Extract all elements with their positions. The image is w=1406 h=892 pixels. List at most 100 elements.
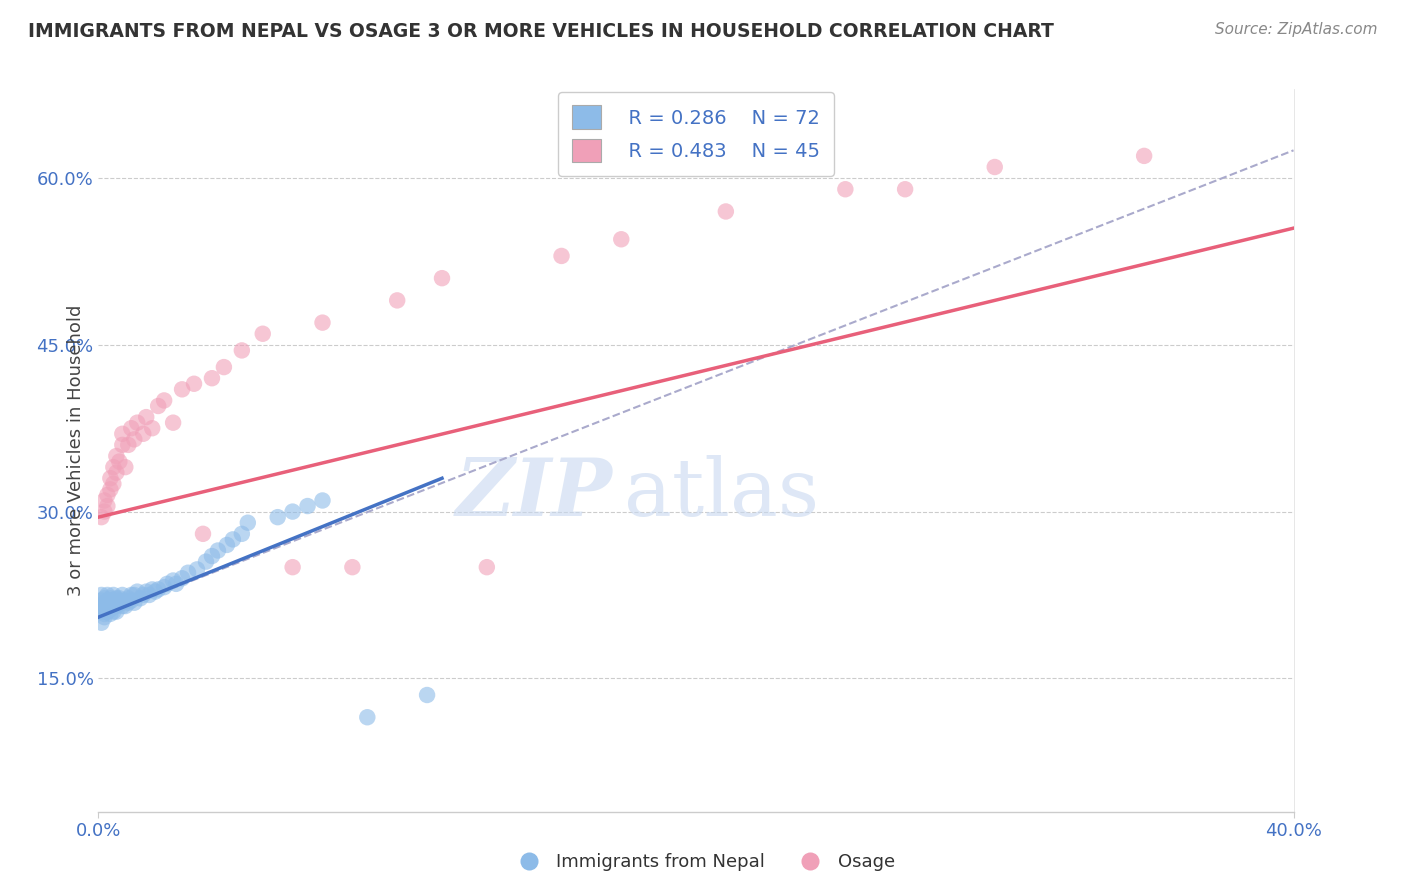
Point	[162, 416, 184, 430]
Point	[103, 593, 125, 607]
Point	[120, 593, 142, 607]
Point	[281, 560, 304, 574]
Point	[103, 599, 125, 613]
Text: Source: ZipAtlas.com: Source: ZipAtlas.com	[1215, 22, 1378, 37]
Point	[120, 588, 142, 602]
Point	[120, 421, 142, 435]
Point	[105, 591, 128, 606]
Point	[93, 596, 115, 610]
Point	[162, 574, 184, 588]
Point	[195, 555, 218, 569]
Point	[103, 476, 125, 491]
Point	[342, 560, 364, 574]
Point	[124, 588, 146, 602]
Point	[105, 596, 128, 610]
Point	[105, 605, 128, 619]
Point	[111, 588, 134, 602]
Point	[714, 204, 737, 219]
Point	[90, 599, 112, 613]
Point	[124, 596, 146, 610]
Point	[96, 605, 118, 619]
Point	[93, 610, 115, 624]
Point	[172, 571, 194, 585]
Point	[93, 607, 115, 621]
Point	[610, 232, 633, 246]
Point	[90, 605, 112, 619]
Point	[252, 326, 274, 341]
Point	[96, 596, 118, 610]
Point	[117, 438, 139, 452]
Point	[98, 591, 122, 606]
Point	[135, 584, 157, 599]
Point	[311, 493, 333, 508]
Point	[267, 510, 290, 524]
Point	[1133, 149, 1156, 163]
Point	[103, 460, 125, 475]
Point	[183, 376, 205, 391]
Point	[153, 580, 176, 594]
Point	[124, 433, 146, 447]
Point	[96, 499, 118, 513]
Point	[93, 591, 115, 606]
Point	[311, 316, 333, 330]
Point	[90, 510, 112, 524]
Point	[177, 566, 200, 580]
Point	[132, 588, 155, 602]
Point	[98, 599, 122, 613]
Point	[93, 605, 115, 619]
Point	[191, 526, 214, 541]
Point	[297, 499, 319, 513]
Legend:   R = 0.286    N = 72,   R = 0.483    N = 45: R = 0.286 N = 72, R = 0.483 N = 45	[558, 92, 834, 176]
Point	[984, 160, 1007, 174]
Text: IMMIGRANTS FROM NEPAL VS OSAGE 3 OR MORE VEHICLES IN HOUSEHOLD CORRELATION CHART: IMMIGRANTS FROM NEPAL VS OSAGE 3 OR MORE…	[28, 22, 1054, 41]
Point	[165, 577, 187, 591]
Point	[111, 596, 134, 610]
Point	[108, 593, 131, 607]
Point	[98, 602, 122, 616]
Point	[96, 599, 118, 613]
Point	[98, 471, 122, 485]
Point	[356, 710, 378, 724]
Point	[141, 582, 163, 597]
Point	[111, 599, 134, 613]
Point	[201, 549, 224, 563]
Point	[129, 591, 152, 606]
Point	[207, 543, 229, 558]
Point	[132, 426, 155, 441]
Point	[201, 371, 224, 385]
Point	[385, 293, 409, 308]
Point	[153, 393, 176, 408]
Point	[894, 182, 917, 196]
Point	[90, 588, 112, 602]
Point	[90, 593, 112, 607]
Point	[141, 421, 163, 435]
Point	[117, 596, 139, 610]
Text: atlas: atlas	[624, 455, 820, 533]
Point	[231, 343, 253, 358]
Y-axis label: 3 or more Vehicles in Household: 3 or more Vehicles in Household	[66, 305, 84, 596]
Point	[550, 249, 572, 263]
Point	[281, 505, 304, 519]
Point	[103, 605, 125, 619]
Point	[96, 599, 118, 613]
Point	[111, 438, 134, 452]
Point	[222, 533, 245, 547]
Point	[215, 538, 238, 552]
Point	[114, 599, 136, 613]
Point	[108, 596, 131, 610]
Point	[103, 588, 125, 602]
Point	[231, 526, 253, 541]
Point	[93, 505, 115, 519]
Legend: Immigrants from Nepal, Osage: Immigrants from Nepal, Osage	[505, 847, 901, 879]
Point	[105, 466, 128, 480]
Point	[186, 562, 208, 576]
Point	[236, 516, 259, 530]
Point	[135, 410, 157, 425]
Point	[148, 582, 170, 597]
Text: ZIP: ZIP	[456, 455, 613, 533]
Point	[172, 382, 194, 396]
Point	[96, 588, 118, 602]
Point	[143, 584, 166, 599]
Point	[90, 615, 112, 630]
Point	[834, 182, 856, 196]
